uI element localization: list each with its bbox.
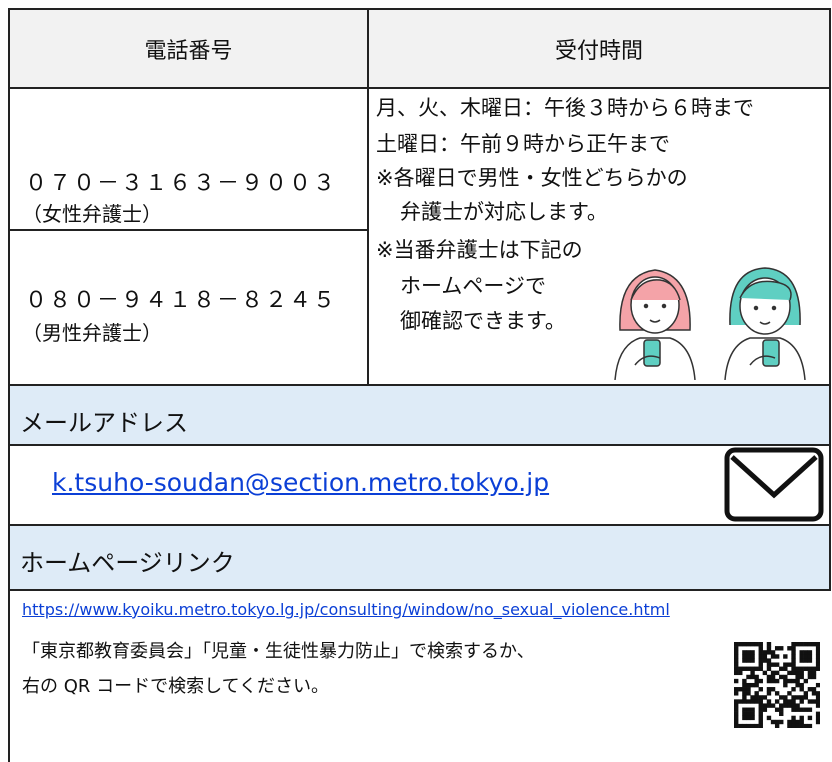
border [8,229,368,231]
border [367,8,369,386]
homepage-link[interactable]: https://www.kyoiku.metro.tokyo.lg.jp/con… [22,600,670,619]
border [8,384,831,386]
header-cell: 電話番号 [144,39,233,64]
section-title: ホームページリンク [20,549,235,577]
hours-line: ※各曜日で男性・女性どちらかの [376,166,688,190]
phone-number: ０７０－３１６３－９００３ [25,171,338,196]
qr-code [734,642,820,728]
border [829,8,831,591]
section-bg [9,526,829,589]
hours-line: 弁護士が対応します。 [400,200,608,224]
border [8,444,831,446]
border [8,87,831,89]
section-bg [9,386,829,444]
header-bg [9,9,829,88]
hours-line: ホームページで [400,274,546,298]
description-line: 「東京都教育委員会」「児童・生徒性暴力防止」で検索するか、 [22,641,535,662]
illustration [614,267,806,380]
header-cell: 受付時間 [554,39,643,64]
envelope-icon [724,447,824,522]
border [8,524,831,526]
hours-line: ※当番弁護士は下記の [376,238,583,262]
description-line: 右の QR コードで検索してください。 [22,676,330,697]
hours-line: 月、火、木曜日：午後３時から６時まで [376,96,754,120]
border [8,589,831,591]
email-link[interactable]: k.tsuho-soudan@section.metro.tokyo.jp [52,468,550,497]
hours-line: 土曜日：午前９時から正午まで [376,132,670,156]
section-title: メールアドレス [20,409,188,437]
phone-label: （男性弁護士） [22,321,162,345]
hours-line: 御確認できます。 [400,309,566,333]
phone-number: ０８０－９４１８－８２４５ [25,288,338,313]
border [8,8,831,10]
phone-label: （女性弁護士） [22,202,162,226]
